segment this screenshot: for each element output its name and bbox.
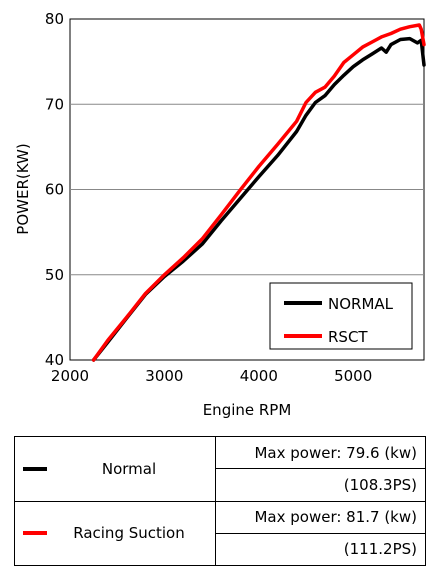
racing-suction-label-cell: Racing Suction bbox=[14, 500, 216, 566]
racing-suction-max-power: Max power: 81.7 (kw) bbox=[215, 500, 426, 534]
racing-suction-ps: (111.2PS) bbox=[215, 532, 426, 567]
racing-suction-swatch bbox=[23, 531, 47, 536]
x-axis-label: Engine RPM bbox=[203, 401, 292, 419]
y-tick-label: 70 bbox=[45, 95, 64, 113]
legend-label-rsct: RSCT bbox=[328, 328, 368, 346]
x-tick-labels: 2000 3000 4000 5000 bbox=[51, 367, 372, 385]
legend-label-normal: NORMAL bbox=[328, 295, 394, 313]
x-tick-label: 5000 bbox=[334, 367, 372, 385]
y-tick-label: 80 bbox=[45, 10, 64, 28]
table-row: (111.2PS) bbox=[15, 532, 426, 567]
y-tick-label: 40 bbox=[45, 351, 64, 369]
series-lines bbox=[91, 23, 426, 362]
table-row: (108.3PS) bbox=[15, 468, 426, 502]
table-row: Racing Suction Max power: 81.7 (kw) bbox=[14, 500, 426, 566]
normal-ps: (108.3PS) bbox=[215, 468, 426, 502]
legend: NORMAL RSCT bbox=[269, 282, 413, 350]
max-power-table: Normal Max power: 79.6 (kw) (108.3PS) Ra… bbox=[14, 435, 426, 567]
racing-suction-label: Racing Suction bbox=[73, 524, 185, 543]
normal-label: Normal bbox=[101, 459, 157, 478]
y-tick-label: 50 bbox=[45, 266, 64, 284]
power-chart: 40 50 60 70 80 2000 3000 4000 5000 POWER(KW) En… bbox=[14, 10, 426, 419]
y-axis-label: POWER(KW) bbox=[14, 143, 32, 234]
x-tick-label: 3000 bbox=[145, 367, 183, 385]
x-tick-label: 4000 bbox=[240, 367, 278, 385]
y-tick-labels: 40 50 60 70 80 bbox=[45, 10, 64, 369]
table-row: Normal Max power: 79.6 (kw) bbox=[14, 435, 426, 502]
normal-swatch bbox=[23, 466, 47, 471]
series-line-rsct bbox=[91, 23, 426, 362]
series-line-normal bbox=[91, 36, 426, 362]
y-tick-label: 60 bbox=[45, 181, 64, 199]
normal-label-cell: Normal bbox=[14, 436, 216, 502]
normal-max-power: Max power: 79.6 (kw) bbox=[215, 435, 426, 470]
x-tick-label: 2000 bbox=[51, 367, 89, 385]
